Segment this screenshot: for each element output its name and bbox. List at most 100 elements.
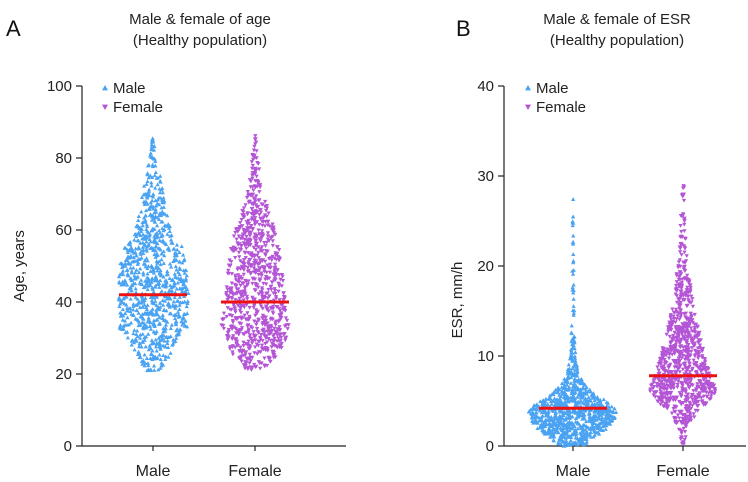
data-point bbox=[575, 394, 580, 399]
data-point bbox=[250, 163, 255, 168]
data-point bbox=[138, 341, 143, 346]
legend-male-triangle-up-icon bbox=[102, 85, 108, 91]
data-point bbox=[693, 361, 698, 365]
data-point bbox=[270, 239, 275, 244]
data-point bbox=[253, 166, 258, 171]
data-point bbox=[173, 253, 178, 258]
data-point bbox=[571, 258, 576, 263]
data-point bbox=[655, 365, 660, 370]
data-point bbox=[256, 245, 261, 250]
data-point bbox=[689, 300, 694, 305]
data-point bbox=[157, 281, 162, 286]
data-point bbox=[570, 308, 576, 313]
data-point bbox=[264, 206, 270, 211]
data-point bbox=[676, 265, 681, 270]
data-point bbox=[254, 320, 259, 325]
data-point bbox=[262, 213, 268, 218]
data-point bbox=[150, 355, 155, 360]
data-point bbox=[253, 203, 259, 207]
data-point bbox=[672, 349, 677, 354]
data-point bbox=[153, 170, 158, 174]
data-point bbox=[659, 351, 665, 355]
data-point bbox=[580, 386, 586, 391]
data-point bbox=[682, 337, 687, 342]
data-point bbox=[253, 269, 258, 274]
data-point bbox=[177, 302, 182, 307]
data-point bbox=[138, 313, 143, 318]
data-point bbox=[138, 233, 143, 237]
data-point bbox=[531, 403, 537, 407]
data-point bbox=[158, 273, 163, 278]
data-point bbox=[237, 277, 242, 282]
data-point bbox=[226, 271, 232, 276]
data-point bbox=[258, 335, 263, 340]
data-point bbox=[570, 366, 575, 371]
data-point bbox=[661, 391, 666, 396]
data-point bbox=[257, 213, 262, 217]
data-point bbox=[175, 309, 181, 314]
data-point bbox=[245, 283, 250, 288]
data-point bbox=[540, 413, 545, 418]
data-point bbox=[139, 344, 144, 349]
data-point bbox=[273, 288, 278, 293]
data-point bbox=[118, 301, 123, 306]
data-point bbox=[667, 381, 673, 385]
data-point bbox=[174, 303, 179, 308]
data-point bbox=[666, 356, 672, 361]
data-point bbox=[233, 275, 238, 280]
data-point bbox=[559, 388, 565, 393]
data-point bbox=[142, 335, 147, 340]
data-point bbox=[668, 341, 673, 346]
y-tick-label: 40 bbox=[477, 78, 494, 95]
data-point bbox=[237, 321, 242, 326]
data-point bbox=[679, 338, 684, 343]
data-point bbox=[568, 442, 574, 447]
data-point bbox=[256, 317, 261, 322]
data-point bbox=[177, 259, 182, 264]
data-point bbox=[270, 229, 276, 234]
data-point bbox=[128, 306, 133, 311]
data-point bbox=[161, 195, 166, 200]
data-point bbox=[147, 193, 152, 198]
data-point bbox=[675, 336, 680, 341]
data-point bbox=[686, 277, 691, 282]
data-point bbox=[537, 418, 542, 423]
data-point bbox=[131, 331, 136, 336]
data-point bbox=[117, 326, 123, 331]
data-point bbox=[679, 409, 684, 414]
data-point bbox=[157, 300, 163, 305]
data-point bbox=[695, 384, 700, 389]
data-point bbox=[153, 163, 158, 168]
data-point bbox=[262, 356, 267, 361]
data-point bbox=[277, 328, 282, 332]
data-point bbox=[582, 423, 587, 428]
data-point bbox=[160, 226, 165, 231]
data-point bbox=[176, 270, 181, 275]
data-point bbox=[679, 332, 685, 337]
data-point bbox=[692, 329, 697, 334]
data-point bbox=[254, 364, 259, 369]
data-point bbox=[229, 259, 234, 264]
data-point bbox=[230, 324, 235, 329]
data-point bbox=[530, 412, 535, 417]
data-point bbox=[157, 285, 162, 289]
data-point bbox=[657, 361, 663, 366]
data-point bbox=[573, 372, 578, 377]
data-point bbox=[550, 407, 555, 412]
data-point bbox=[280, 279, 286, 283]
panel-a-legend-markers bbox=[102, 85, 108, 110]
data-point bbox=[694, 395, 700, 400]
data-point bbox=[241, 210, 246, 215]
data-point bbox=[548, 423, 553, 428]
data-point bbox=[237, 296, 242, 301]
data-point bbox=[693, 322, 699, 327]
data-point bbox=[121, 296, 127, 300]
data-point bbox=[548, 434, 553, 439]
data-point bbox=[141, 251, 146, 256]
panel-letter-b: B bbox=[456, 16, 471, 41]
data-point bbox=[247, 305, 252, 310]
data-point bbox=[153, 214, 158, 219]
data-point bbox=[130, 249, 135, 253]
data-point bbox=[117, 304, 122, 309]
data-point bbox=[588, 389, 593, 394]
